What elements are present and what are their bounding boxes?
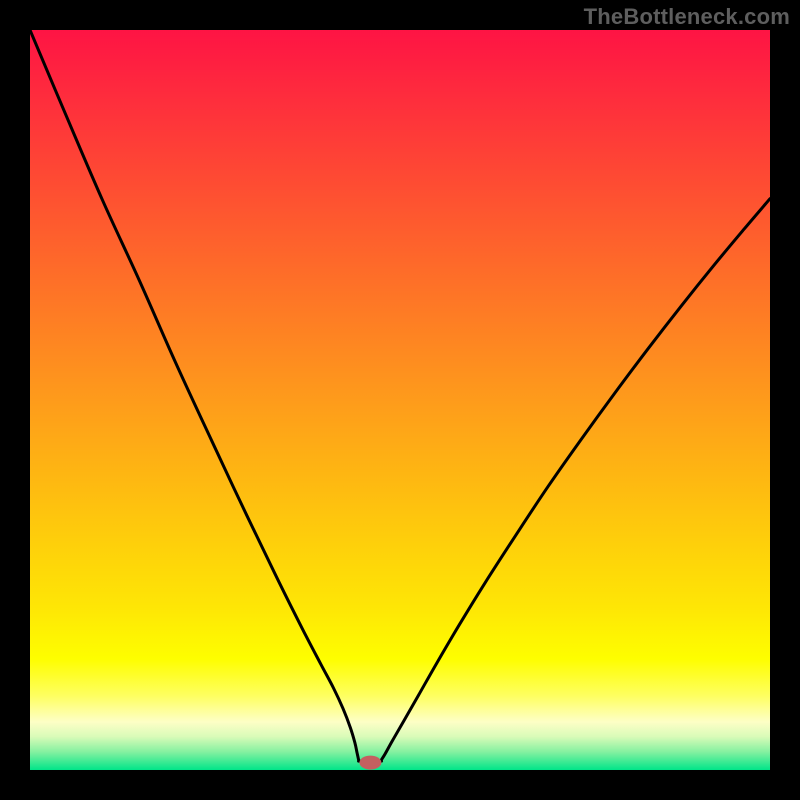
- watermark-label: TheBottleneck.com: [584, 4, 790, 30]
- plot-area: [30, 30, 770, 770]
- chart-frame: TheBottleneck.com: [0, 0, 800, 800]
- plot-svg: [30, 30, 770, 770]
- gradient-background: [30, 30, 770, 770]
- bottleneck-marker: [359, 756, 381, 770]
